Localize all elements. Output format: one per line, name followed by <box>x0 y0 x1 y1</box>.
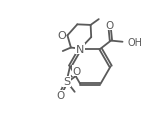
Text: OH: OH <box>128 37 143 47</box>
Text: N: N <box>76 44 84 54</box>
Text: S: S <box>63 77 70 87</box>
Text: O: O <box>57 30 66 40</box>
Text: O: O <box>72 66 81 76</box>
Text: O: O <box>57 91 65 100</box>
Text: O: O <box>106 21 114 31</box>
